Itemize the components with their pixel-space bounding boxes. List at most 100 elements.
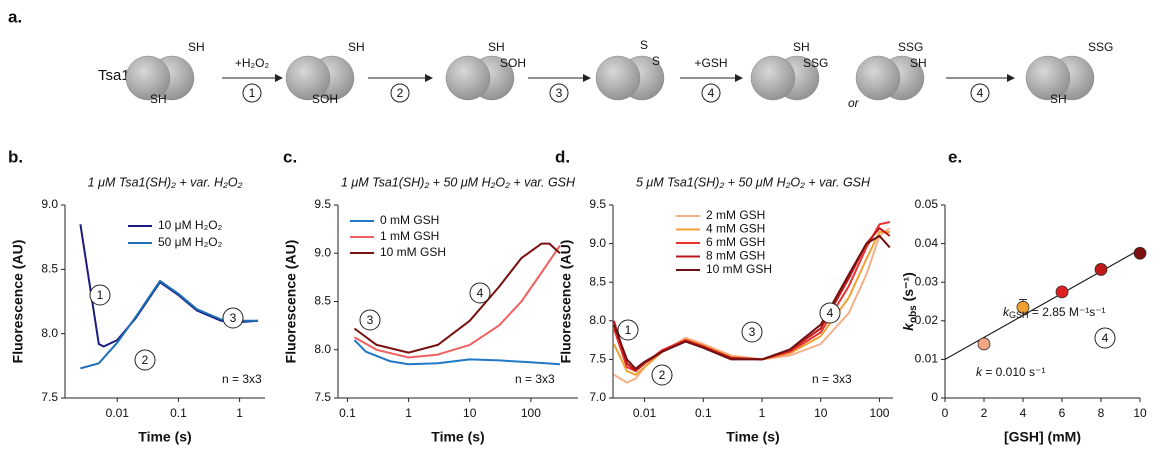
y-tick-label: 8.5 [589, 274, 606, 288]
step-circle [134, 349, 156, 371]
x-tick-label: 0.01 [633, 406, 657, 420]
step-circle [359, 309, 381, 331]
chart-title: 1 μM Tsa1(SH)₂ + 50 μM H₂O₂ + var. GSH [341, 175, 576, 189]
annotation: 1 [625, 323, 632, 337]
y-label-sub: obs [908, 305, 919, 323]
x-tick-label: 0.01 [106, 406, 130, 420]
intercept-symbol: k [976, 365, 983, 379]
x-tick-label: 100 [521, 406, 541, 420]
x-tick-label: 0.1 [695, 406, 712, 420]
group-label: SSG [1088, 40, 1113, 54]
chart-title: 1 μM Tsa1(SH)₂ + var. H₂O₂ [88, 175, 243, 189]
or-label: or [848, 96, 860, 110]
group-label: SH [188, 40, 205, 54]
step-circle [469, 282, 491, 304]
y-tick-label: 0 [931, 390, 938, 404]
annotation: 3 [367, 313, 374, 327]
rate-sub: GSH [1009, 310, 1029, 320]
group-label: SOH [500, 56, 526, 70]
y-tick-label: 7.5 [41, 390, 58, 404]
y-tick-label: 9.0 [314, 245, 331, 259]
y-label-symbol: k [900, 322, 916, 331]
y-tick-label: 8.5 [41, 262, 58, 276]
legend-label: 6 mM GSH [706, 235, 765, 249]
y-tick-label: 9.5 [314, 197, 331, 211]
legend-label: 1 mM GSH [380, 229, 439, 243]
annotation: 3 [230, 311, 237, 325]
x-tick-label: 10 [463, 406, 477, 420]
step-circle [390, 83, 410, 103]
intercept-label: k = 0.010 s⁻¹ [976, 365, 1045, 379]
y-axis-label: Fluorescence (AU) [10, 240, 26, 364]
legend-label: 8 mM GSH [706, 249, 765, 263]
x-tick-label: 10 [814, 406, 828, 420]
annotation: 2 [142, 353, 149, 367]
y-axis-label: Fluorescence (AU) [558, 240, 574, 364]
y-tick-label: 7.0 [589, 390, 606, 404]
step-number: 3 [556, 86, 563, 100]
step-circle [701, 83, 721, 103]
intercept-text: = 0.010 s⁻¹ [982, 365, 1045, 379]
y-tick-label: 7.5 [589, 352, 606, 366]
step-circle [242, 83, 262, 103]
step-circle [819, 302, 841, 324]
panel-label: b. [8, 147, 23, 166]
annotation: 3 [749, 325, 756, 339]
step-circle [1094, 327, 1116, 349]
x-axis-label: [GSH] (mM) [1004, 429, 1081, 445]
sphere [1025, 55, 1071, 101]
x-tick-label: 1 [236, 406, 243, 420]
protein-name: Tsa1 [98, 67, 130, 84]
x-tick-label: 8 [1098, 406, 1105, 420]
x-tick-label: 1 [405, 406, 412, 420]
group-label: SSG [803, 56, 828, 70]
y-tick-label: 9.0 [589, 236, 606, 250]
x-tick-label: 0 [942, 406, 949, 420]
note: n = 3x3 [515, 372, 555, 386]
x-tick-label: 10 [1133, 406, 1147, 420]
sphere [595, 55, 641, 101]
y-tick-label: 8.5 [314, 294, 331, 308]
y-tick-label: 0.01 [915, 352, 939, 366]
note: n = 3x3 [222, 372, 262, 386]
series-line [353, 339, 561, 366]
x-tick-label: 0.1 [170, 406, 187, 420]
group-label: SSG [898, 40, 923, 54]
x-axis-label: Time (s) [726, 429, 779, 445]
y-tick-label: 8.0 [314, 342, 331, 356]
group-label: SH [1050, 92, 1067, 106]
step-number: 4 [977, 86, 984, 100]
y-tick-label: 0.05 [915, 197, 939, 211]
x-tick-label: 4 [1020, 406, 1027, 420]
step-number: 4 [708, 86, 715, 100]
step-circle [89, 284, 111, 306]
sphere [445, 55, 491, 101]
rate-text: = 2.85 M⁻¹s⁻¹ [1029, 305, 1106, 319]
y-tick-label: 7.5 [314, 390, 331, 404]
series-line [353, 244, 561, 359]
group-label: SH [150, 92, 167, 106]
annotation: 4 [1102, 331, 1109, 345]
y-label-unit: (s⁻¹) [900, 272, 916, 305]
group-label: SH [488, 40, 505, 54]
rate-label: kGSH = 2.85 M⁻¹s⁻¹ [1003, 305, 1106, 320]
x-tick-label: 0.1 [339, 406, 356, 420]
step-number: 2 [397, 86, 404, 100]
legend-label: 2 mM GSH [706, 208, 765, 222]
point [1055, 285, 1069, 299]
group-label: S [640, 38, 648, 52]
reagent: +GSH [694, 56, 727, 70]
point [977, 337, 991, 351]
annotation: 1 [97, 288, 104, 302]
rate-symbol: k [1003, 305, 1010, 319]
y-tick-label: 0.04 [915, 236, 939, 250]
sphere [285, 55, 331, 101]
legend-label: 10 mM GSH [380, 245, 446, 259]
sphere [855, 55, 901, 101]
group-label: SOH [312, 92, 338, 106]
reagent: +H₂O₂ [235, 56, 270, 70]
y-tick-label: 8.0 [589, 313, 606, 327]
fit-line [944, 248, 1141, 360]
step-circle [222, 307, 244, 329]
